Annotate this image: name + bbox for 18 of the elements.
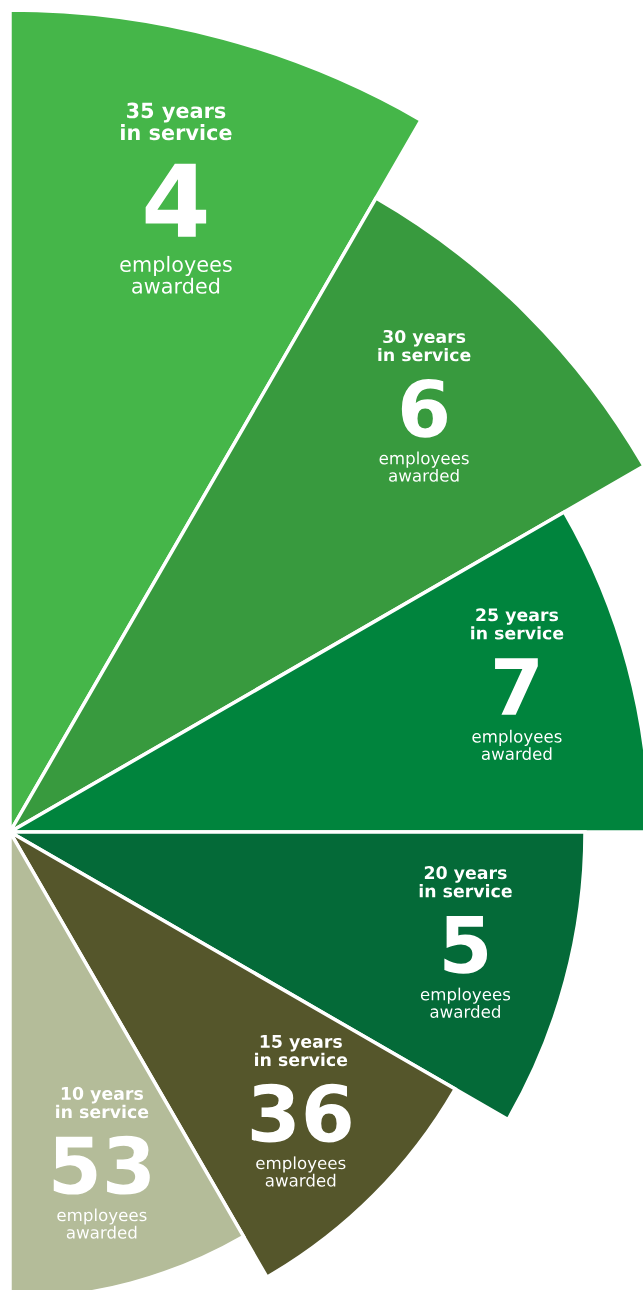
text: employees awarded [472, 729, 562, 761]
data-label: 53 [53, 1135, 150, 1195]
text: employees awarded [379, 451, 469, 482]
data-label: 36 [251, 1083, 351, 1143]
category-label: 25 years in service [471, 608, 564, 640]
data-label: 6 [401, 378, 447, 438]
data-label: 4 [145, 163, 207, 237]
category-label: 30 years in service [378, 329, 471, 362]
text: employees awarded [57, 1208, 147, 1239]
text: employees awarded [120, 255, 232, 294]
text: employees awarded [420, 987, 511, 1018]
data-label: 5 [444, 915, 488, 974]
category-label: 15 years in service [255, 1035, 348, 1067]
category-label: 20 years in service [419, 866, 512, 898]
data-label: 7 [495, 658, 538, 715]
category-label: 35 years in service [121, 102, 232, 141]
text: employees awarded [256, 1156, 346, 1187]
category-label: 10 years in service [56, 1086, 149, 1119]
